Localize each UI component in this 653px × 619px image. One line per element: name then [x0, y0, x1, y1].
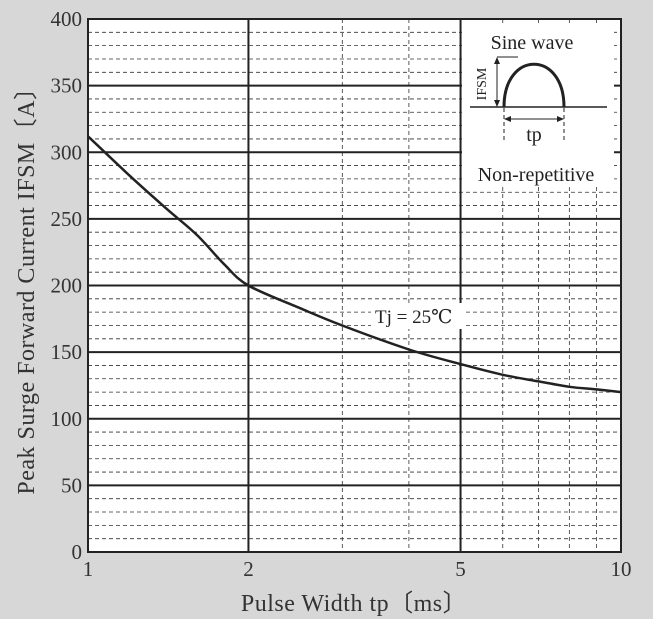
condition-annotation: Tj = 25℃ [375, 307, 452, 328]
sine-wave-inset: Sine wave IFSM tp Non-repetitive [462, 26, 614, 186]
inset-arrowhead-down [494, 100, 500, 107]
y-tick-label: 300 [51, 140, 83, 164]
inset-ifsm-label: IFSM [475, 67, 490, 100]
y-tick-label: 50 [61, 473, 82, 497]
inset-tp-arrowhead-right [557, 116, 564, 122]
x-axis-title: Pulse Width tp〔ms〕 [241, 591, 467, 617]
x-tick-labels: 1 2 5 10 [83, 557, 632, 581]
inset-note: Non-repetitive [478, 164, 595, 186]
inset-tp-label: tp [526, 124, 542, 146]
inset-arrowhead-up [494, 57, 500, 64]
y-tick-label: 400 [51, 7, 83, 31]
y-axis-title: Peak Surge Forward Current IFSM〔A〕 [14, 75, 40, 494]
plot-frame [87, 18, 622, 553]
x-tick-label: 2 [243, 557, 254, 581]
x-tick-label: 1 [83, 557, 94, 581]
inset-sine-pulse [502, 62, 566, 108]
annotation-background [371, 303, 463, 329]
y-tick-label: 350 [51, 74, 83, 98]
y-tick-label: 100 [51, 407, 83, 431]
y-tick-label: 150 [51, 340, 83, 364]
inset-tp-arrowhead-left [504, 116, 511, 122]
y-tick-label: 250 [51, 207, 83, 231]
y-tick-label: 0 [72, 540, 83, 564]
inset-background [462, 26, 614, 186]
x-tick-label: 10 [611, 557, 632, 581]
series-curve [87, 135, 622, 394]
x-tick-label: 5 [455, 557, 466, 581]
inset-title: Sine wave [491, 32, 574, 54]
y-tick-label: 200 [51, 274, 83, 298]
y-tick-labels: 0 50 100 150 200 250 300 350 400 [51, 7, 83, 564]
